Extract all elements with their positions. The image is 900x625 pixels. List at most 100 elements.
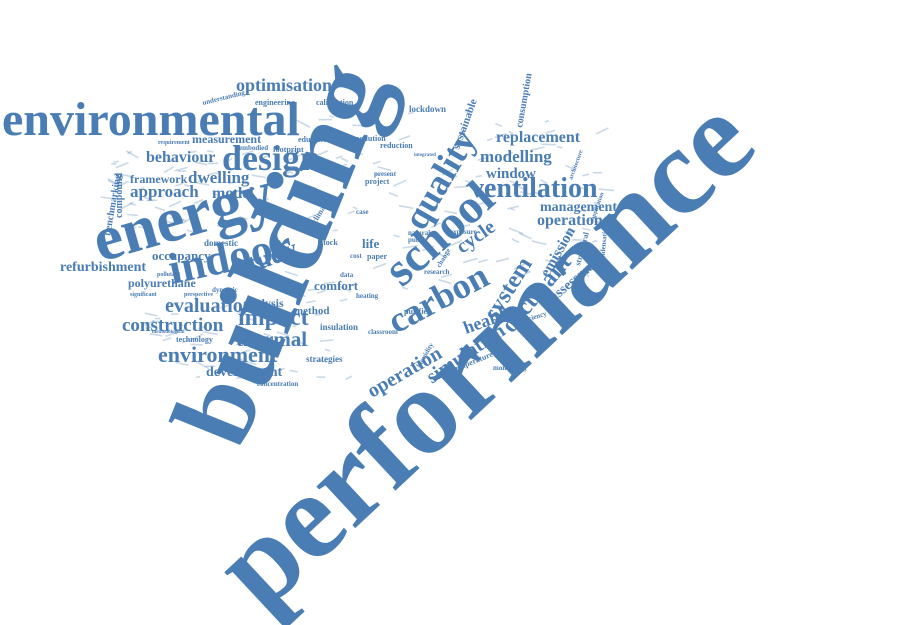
filler-mark xyxy=(151,320,162,323)
filler-mark xyxy=(352,206,358,210)
filler-mark xyxy=(531,240,547,246)
filler-mark xyxy=(540,179,548,185)
filler-mark xyxy=(214,200,223,203)
word-modelling: modelling xyxy=(480,147,552,166)
word-integrated: integrated xyxy=(414,153,436,158)
word-purifier: purifier xyxy=(404,307,431,316)
filler-mark xyxy=(517,185,527,192)
filler-mark xyxy=(478,258,488,264)
filler-mark xyxy=(556,145,563,149)
word-pollutant: pollutant xyxy=(157,272,180,278)
filler-mark xyxy=(113,160,120,164)
word-significant: significant xyxy=(130,292,157,298)
word-refurbishment: refurbishment xyxy=(60,260,146,275)
filler-mark xyxy=(283,171,290,174)
filler-mark xyxy=(147,227,152,232)
word-cost: cost xyxy=(350,252,362,260)
word-framework: framework xyxy=(130,172,188,186)
filler-mark xyxy=(162,337,172,342)
filler-mark xyxy=(593,201,599,204)
word-window: window xyxy=(486,166,536,182)
filler-mark xyxy=(196,182,210,186)
filler-mark xyxy=(127,226,137,231)
word-concentration: concentration xyxy=(257,380,298,388)
filler-mark xyxy=(582,227,591,232)
word-perspective: perspective xyxy=(184,292,213,298)
filler-mark xyxy=(567,230,573,234)
filler-mark xyxy=(219,304,231,309)
filler-mark xyxy=(513,263,525,270)
filler-mark xyxy=(343,163,348,166)
filler-mark xyxy=(454,185,469,189)
filler-mark xyxy=(315,359,328,363)
word-optimisation: optimisation xyxy=(236,75,332,95)
word-exposure: exposure xyxy=(450,228,477,236)
filler-mark xyxy=(592,172,603,174)
filler-mark xyxy=(545,259,553,263)
filler-mark xyxy=(168,200,182,208)
filler-mark xyxy=(145,325,157,330)
word-replacement: replacement xyxy=(496,129,581,146)
filler-mark xyxy=(239,358,247,363)
word-strategies: strategies xyxy=(306,354,343,364)
filler-mark xyxy=(340,157,349,163)
filler-mark xyxy=(332,229,338,232)
word-approach: approach xyxy=(130,182,199,201)
filler-mark xyxy=(144,319,155,327)
filler-mark xyxy=(437,252,448,259)
filler-mark xyxy=(107,178,116,184)
word-condensation: condensation xyxy=(598,224,609,264)
filler-mark xyxy=(196,361,210,370)
filler-mark xyxy=(478,200,490,206)
filler-mark xyxy=(182,214,197,224)
filler-mark xyxy=(276,275,282,279)
filler-mark xyxy=(288,154,301,161)
filler-mark xyxy=(270,317,280,322)
filler-mark xyxy=(532,190,539,195)
filler-mark xyxy=(544,119,550,123)
filler-mark xyxy=(178,193,185,197)
filler-mark xyxy=(270,306,276,310)
word-engineering: engineering xyxy=(255,98,295,107)
filler-texture xyxy=(100,110,614,381)
filler-mark xyxy=(293,339,309,347)
filler-mark xyxy=(287,247,298,255)
filler-mark xyxy=(431,221,442,229)
filler-mark xyxy=(186,229,199,235)
filler-mark xyxy=(292,325,297,328)
filler-mark xyxy=(328,207,334,210)
filler-mark xyxy=(188,150,197,154)
filler-mark xyxy=(289,369,298,373)
filler-mark xyxy=(486,138,493,142)
filler-mark xyxy=(235,152,240,156)
filler-mark xyxy=(235,338,250,346)
word-project: project xyxy=(365,177,390,186)
filler-mark xyxy=(338,285,352,293)
filler-mark xyxy=(372,262,387,270)
word-reduction: reduction xyxy=(380,141,413,150)
filler-mark xyxy=(251,174,267,179)
filler-mark xyxy=(477,157,487,161)
filler-mark xyxy=(138,225,146,230)
filler-mark xyxy=(228,181,234,185)
filler-mark xyxy=(465,110,471,114)
filler-mark xyxy=(256,339,270,343)
word-present: present xyxy=(374,170,397,178)
filler-mark xyxy=(314,313,323,316)
filler-mark xyxy=(588,257,602,262)
filler-mark xyxy=(304,184,318,190)
filler-mark xyxy=(199,160,204,163)
filler-mark xyxy=(408,111,414,115)
filler-mark xyxy=(226,157,233,163)
filler-mark xyxy=(296,119,311,129)
filler-mark xyxy=(213,328,219,332)
filler-mark xyxy=(234,365,244,371)
filler-mark xyxy=(422,245,435,252)
filler-mark xyxy=(398,204,414,210)
word-construction: construction xyxy=(122,315,224,336)
filler-mark xyxy=(509,180,520,187)
filler-mark xyxy=(256,344,263,347)
filler-mark xyxy=(146,199,157,202)
filler-mark xyxy=(496,257,510,263)
filler-mark xyxy=(241,150,254,156)
